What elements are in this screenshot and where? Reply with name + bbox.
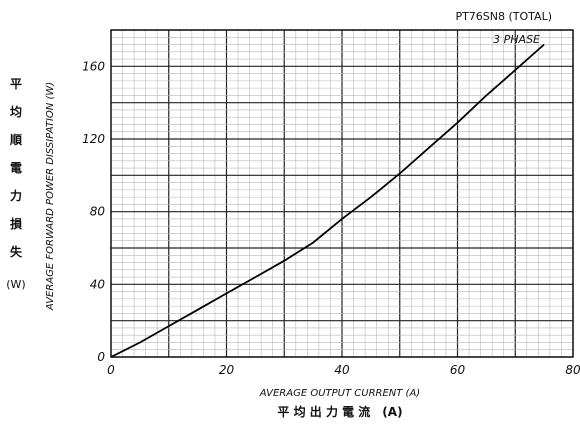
y-axis-label-jp-char: 平 [10, 77, 22, 91]
x-axis-label: AVERAGE OUTPUT CURRENT (A) [259, 388, 420, 399]
y-tick-label: 160 [82, 59, 105, 73]
x-tick-label: 80 [565, 363, 580, 377]
plot-frame [110, 29, 574, 358]
y-axis-label-jp-char: 損 [10, 216, 23, 231]
y-axis-label: AVERAGE FORWARD POWER DISSIPATION (W) [45, 82, 56, 311]
x-tick-labels: 0 20 40 60 80 [107, 363, 580, 377]
y-axis-label-jp-unit: (W) [6, 278, 25, 291]
y-axis-label-jp-char: 順 [9, 132, 23, 147]
y-axis-label-jp-char: 電 [10, 161, 22, 175]
y-axis-label-jp-char: 均 [10, 104, 22, 119]
series-line-3-phase [110, 43, 545, 358]
y-axis-label-jp-char: 力 [10, 188, 22, 203]
series-label-3-phase: 3 PHASE [493, 33, 540, 46]
y-tick-label: 120 [82, 132, 105, 146]
y-tick-label: 40 [90, 277, 106, 291]
x-tick-label: 60 [450, 363, 466, 377]
y-tick-label: 80 [90, 205, 106, 219]
grid [110, 29, 574, 358]
y-tick-labels: 0 40 80 120 160 [82, 59, 105, 364]
x-tick-label: 20 [219, 363, 235, 377]
x-axis-label-jp: 平 均 出 力 電 流 (A) [277, 404, 402, 419]
x-tick-label: 40 [334, 363, 350, 377]
y-tick-label: 0 [97, 350, 105, 364]
x-tick-label: 0 [107, 363, 115, 377]
y-axis-label-jp-char: 失 [10, 244, 23, 259]
chart-title: PT76SN8 (TOTAL) [455, 10, 552, 23]
